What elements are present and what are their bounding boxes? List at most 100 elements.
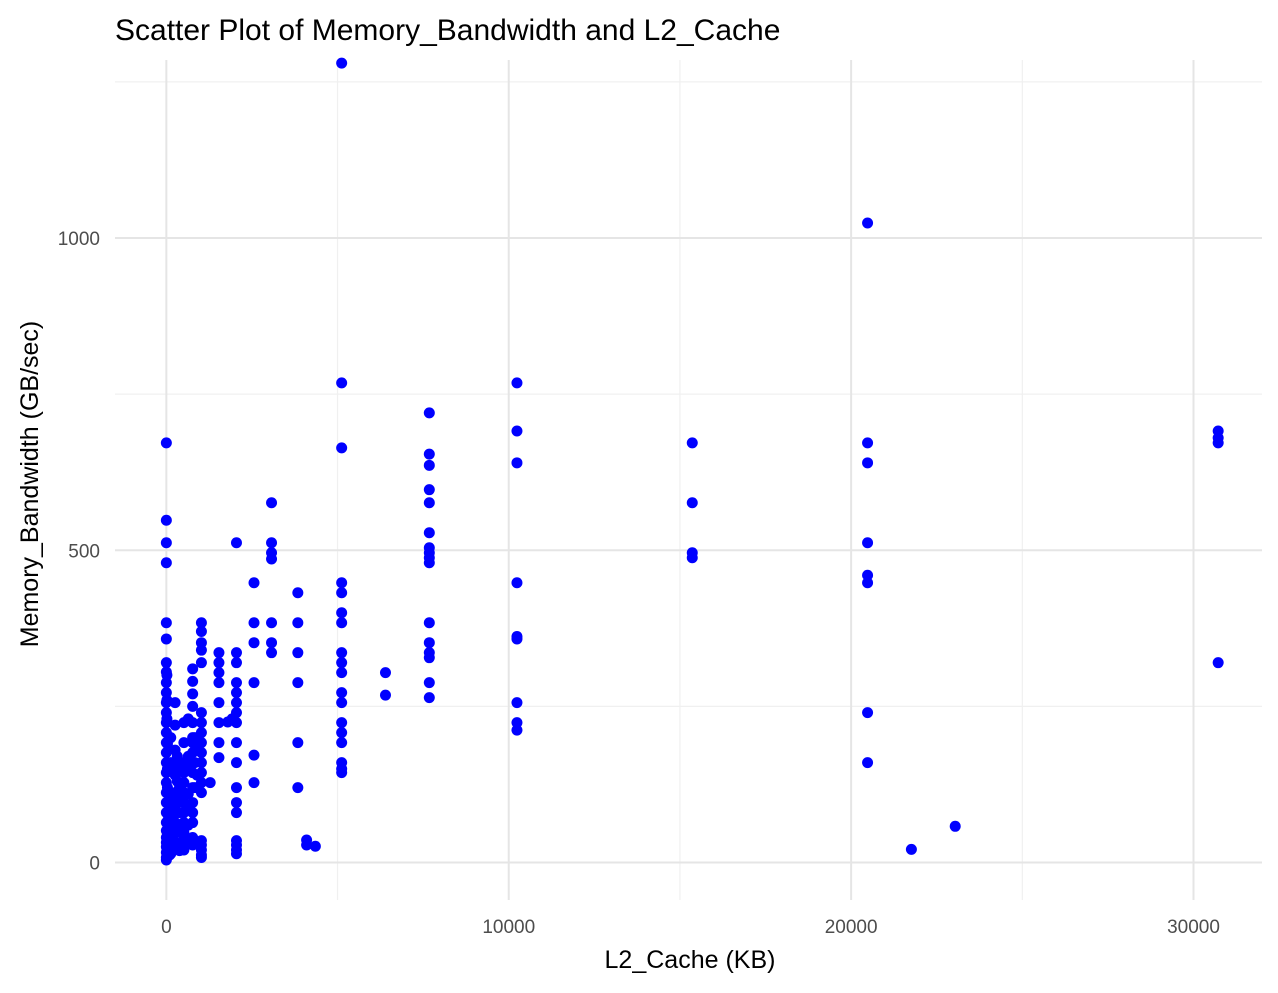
data-point bbox=[301, 839, 313, 851]
data-point bbox=[1212, 657, 1224, 669]
chart-title: Scatter Plot of Memory_Bandwidth and L2_… bbox=[115, 14, 780, 47]
data-point bbox=[169, 719, 181, 731]
data-point bbox=[336, 697, 348, 709]
y-tick-label: 500 bbox=[68, 541, 100, 562]
data-point bbox=[230, 757, 242, 769]
data-point bbox=[423, 637, 435, 649]
data-point bbox=[248, 577, 260, 589]
data-point bbox=[292, 737, 304, 749]
data-point bbox=[292, 677, 304, 689]
data-point bbox=[178, 737, 190, 749]
data-point bbox=[248, 637, 260, 649]
data-point bbox=[862, 707, 874, 719]
tick-labels: 0 10000 20000 30000 0 500 1000 bbox=[58, 229, 1220, 938]
data-point bbox=[862, 537, 874, 549]
data-point bbox=[266, 647, 278, 659]
data-point bbox=[187, 700, 199, 712]
data-point bbox=[230, 687, 242, 699]
y-tick-label: 0 bbox=[89, 854, 100, 875]
data-point bbox=[336, 607, 348, 619]
data-point bbox=[336, 767, 348, 779]
data-point bbox=[195, 787, 207, 799]
data-point bbox=[336, 727, 348, 739]
data-point bbox=[195, 777, 207, 789]
data-point bbox=[213, 697, 225, 709]
data-point bbox=[230, 677, 242, 689]
data-point bbox=[862, 457, 874, 469]
data-point bbox=[230, 537, 242, 549]
data-point bbox=[248, 677, 260, 689]
data-point bbox=[230, 782, 242, 794]
data-point bbox=[292, 587, 304, 599]
data-point bbox=[195, 727, 207, 739]
data-point bbox=[905, 843, 917, 855]
data-point bbox=[195, 767, 207, 779]
data-point bbox=[336, 377, 348, 389]
data-point bbox=[213, 717, 225, 729]
data-point bbox=[423, 497, 435, 509]
data-point bbox=[230, 807, 242, 819]
data-point bbox=[292, 617, 304, 629]
data-point bbox=[336, 577, 348, 589]
data-point bbox=[195, 757, 207, 769]
data-point bbox=[511, 697, 523, 709]
data-point bbox=[266, 617, 278, 629]
data-point bbox=[423, 617, 435, 629]
data-point bbox=[423, 459, 435, 471]
data-point bbox=[511, 577, 523, 589]
data-point bbox=[511, 633, 523, 645]
data-point bbox=[213, 752, 225, 764]
data-point bbox=[292, 647, 304, 659]
data-point bbox=[511, 457, 523, 469]
data-point bbox=[160, 657, 172, 669]
data-point bbox=[423, 484, 435, 496]
data-point bbox=[266, 497, 278, 509]
data-point bbox=[195, 717, 207, 729]
y-axis-title: Memory_Bandwidth (GB/sec) bbox=[16, 321, 44, 648]
data-point bbox=[336, 57, 348, 69]
data-point bbox=[161, 669, 173, 681]
data-point bbox=[165, 732, 177, 744]
data-point bbox=[230, 647, 242, 659]
data-point bbox=[195, 617, 207, 629]
data-point bbox=[423, 448, 435, 460]
data-point bbox=[213, 737, 225, 749]
data-points bbox=[160, 57, 1224, 866]
data-point bbox=[336, 442, 348, 454]
data-point bbox=[160, 747, 172, 759]
data-point bbox=[336, 657, 348, 669]
data-point bbox=[686, 437, 698, 449]
data-point bbox=[862, 217, 874, 229]
data-point bbox=[204, 777, 216, 789]
data-point bbox=[248, 617, 260, 629]
data-point bbox=[423, 692, 435, 704]
data-point bbox=[230, 737, 242, 749]
data-point bbox=[862, 577, 874, 589]
data-point bbox=[336, 617, 348, 629]
data-point bbox=[160, 557, 172, 569]
data-point bbox=[230, 657, 242, 669]
data-point bbox=[187, 675, 199, 687]
x-tick-label: 20000 bbox=[825, 917, 878, 938]
data-point bbox=[511, 724, 523, 736]
data-point bbox=[423, 652, 435, 664]
data-point bbox=[309, 840, 321, 852]
data-point bbox=[195, 737, 207, 749]
data-point bbox=[213, 677, 225, 689]
data-point bbox=[222, 716, 234, 728]
data-point bbox=[248, 777, 260, 789]
data-point bbox=[213, 667, 225, 679]
data-point bbox=[160, 537, 172, 549]
data-point bbox=[230, 848, 242, 860]
data-point bbox=[187, 839, 199, 851]
y-tick-label: 1000 bbox=[58, 229, 100, 250]
data-point bbox=[336, 717, 348, 729]
data-point bbox=[686, 497, 698, 509]
data-point bbox=[686, 552, 698, 564]
data-point bbox=[187, 807, 199, 819]
data-point bbox=[161, 713, 173, 725]
data-point bbox=[511, 425, 523, 437]
data-point bbox=[187, 797, 199, 809]
